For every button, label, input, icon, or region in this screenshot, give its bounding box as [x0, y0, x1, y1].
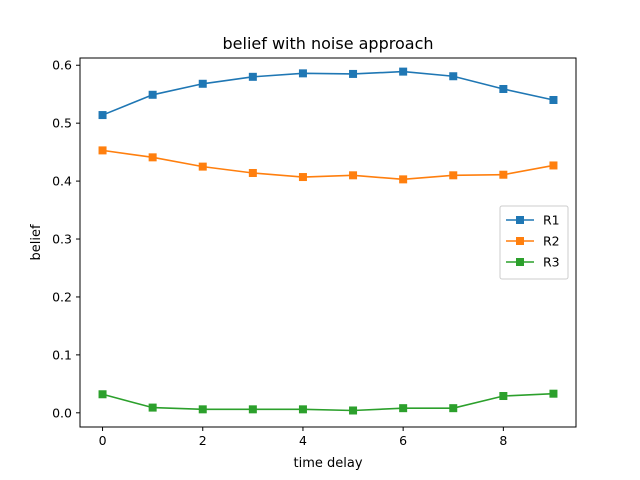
data-point-r1 [349, 69, 358, 78]
legend: R1 R2 R3 [499, 205, 569, 280]
series-line-r3 [102, 392, 554, 412]
data-point-r2 [98, 146, 107, 155]
data-point-r2 [349, 171, 358, 180]
y-axis-label: belief [29, 224, 44, 260]
data-point-r1 [449, 72, 458, 81]
series-line-r2 [102, 149, 554, 181]
data-point-r2 [198, 162, 207, 171]
data-point-r2 [449, 171, 458, 180]
data-point-r1 [198, 79, 207, 88]
x-axis: 0 2 4 6 8 [99, 427, 507, 448]
data-point-r2 [298, 173, 307, 182]
data-point-r1 [549, 95, 558, 104]
x-tick-label: 8 [499, 433, 507, 448]
legend-label-r3: R3 [543, 255, 560, 270]
data-point-r1 [98, 111, 107, 120]
legend-marker-r3 [516, 258, 524, 266]
data-point-r3 [349, 406, 358, 415]
data-point-r1 [298, 69, 307, 78]
x-axis-label: time delay [293, 456, 362, 471]
data-point-r1 [148, 90, 157, 99]
y-tick-label: 0.0 [52, 405, 72, 420]
x-tick-label: 6 [399, 433, 407, 448]
data-point-r2 [248, 168, 257, 177]
data-point-r1 [399, 67, 408, 76]
data-point-r3 [248, 405, 257, 414]
data-point-r3 [98, 390, 107, 399]
data-point-r3 [449, 404, 458, 413]
axes-frame [79, 57, 577, 428]
y-tick-label: 0.2 [52, 289, 72, 304]
data-point-r3 [148, 403, 157, 412]
x-tick-label: 2 [199, 433, 207, 448]
y-axis: 0.0 0.1 0.2 0.3 0.4 0.5 0.6 [52, 58, 80, 420]
data-point-r1 [499, 84, 508, 93]
y-tick-label: 0.3 [52, 232, 72, 247]
data-point-r3 [399, 404, 408, 413]
legend-marker-r1 [516, 216, 524, 224]
y-tick-label: 0.6 [52, 58, 72, 73]
data-point-r1 [248, 72, 257, 81]
chart-title: belief with noise approach [223, 34, 434, 53]
series-line-r1 [102, 70, 554, 116]
plot-area [98, 67, 558, 415]
y-tick-label: 0.4 [52, 174, 72, 189]
data-point-r3 [298, 405, 307, 414]
data-point-r3 [198, 405, 207, 414]
data-point-r3 [549, 389, 558, 398]
data-point-r2 [549, 161, 558, 170]
legend-marker-r2 [516, 237, 524, 245]
y-tick-label: 0.5 [52, 116, 72, 131]
y-tick-label: 0.1 [52, 347, 72, 362]
x-tick-label: 0 [99, 433, 107, 448]
data-point-r2 [499, 170, 508, 179]
data-point-r3 [499, 392, 508, 401]
data-point-r2 [148, 153, 157, 162]
legend-label-r2: R2 [543, 234, 560, 249]
legend-label-r1: R1 [543, 213, 560, 228]
data-point-r2 [399, 175, 408, 184]
x-tick-label: 4 [299, 433, 307, 448]
